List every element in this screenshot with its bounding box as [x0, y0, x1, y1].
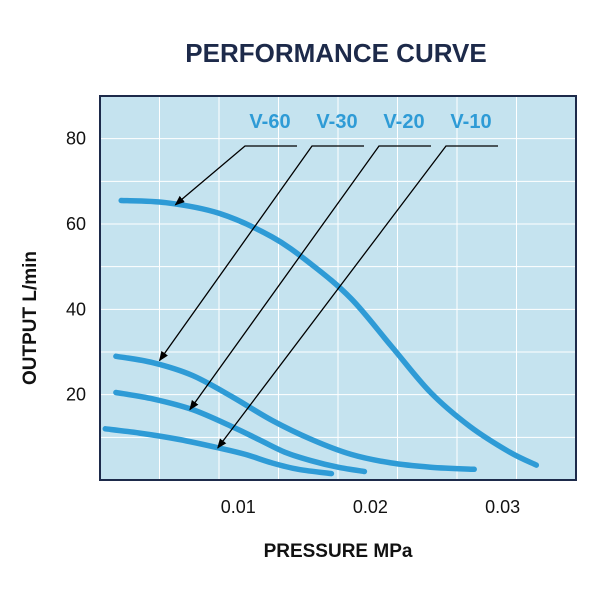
- y-tick-label: 80: [66, 129, 86, 149]
- leader-arrow-v-20: [189, 145, 431, 411]
- series-line-v-20: [113, 389, 368, 475]
- series-label-v-30: V-30: [316, 111, 357, 133]
- y-axis-label: OUTPUT L/min: [20, 251, 41, 385]
- x-tick-label: 0.03: [485, 497, 520, 517]
- series-curves: [102, 197, 540, 477]
- y-tick-label: 20: [66, 385, 86, 405]
- x-axis-label: PRESSURE MPa: [264, 541, 413, 562]
- series-line-v-10: [102, 426, 335, 477]
- tick-labels: 20 40 60 80 0.01 0.02 0.03: [66, 129, 520, 517]
- series-label-v-10: V-10: [450, 111, 491, 133]
- chart-title: PERFORMANCE CURVE: [185, 38, 486, 68]
- x-tick-label: 0.02: [353, 497, 388, 517]
- plot-frame: [99, 95, 577, 481]
- series-label-v-60: V-60: [249, 111, 290, 133]
- y-tick-label: 40: [66, 299, 86, 319]
- plot-area: 20 40 60 80 0.01 0.02 0.03 V-60 V-30 V-20 V-10: [66, 95, 577, 517]
- leader-arrow-v-60: [174, 145, 297, 206]
- y-tick-label: 60: [66, 214, 86, 234]
- series-label-v-20: V-20: [383, 111, 424, 133]
- x-tick-label: 0.01: [221, 497, 256, 517]
- series-labels: V-60 V-30 V-20 V-10: [158, 111, 498, 449]
- leader-arrow-v-30: [158, 145, 364, 362]
- series-line-v-60: [118, 197, 540, 468]
- series-line-v-30: [113, 353, 477, 473]
- leader-arrow-v-10: [217, 145, 498, 449]
